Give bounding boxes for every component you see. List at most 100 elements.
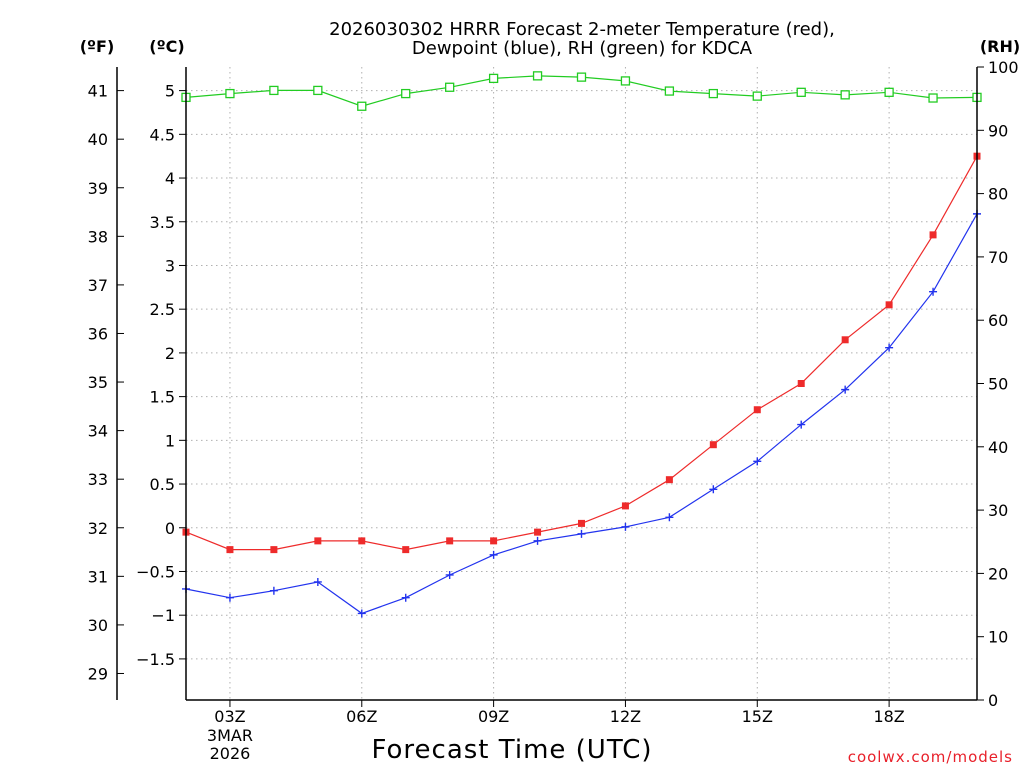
fahrenheit-tick-label: 35 (88, 373, 108, 392)
rh-tick-label: 10 (988, 628, 1008, 647)
fahrenheit-tick-label: 29 (88, 664, 108, 683)
rh-tick-label: 30 (988, 501, 1008, 520)
rh-tick-label: 50 (988, 375, 1008, 394)
temperature-point (578, 519, 585, 527)
rh-point (884, 87, 894, 97)
celsius-tick-label: 4.5 (150, 125, 175, 144)
fahrenheit-tick-label: 31 (88, 567, 108, 586)
temperature-point (490, 537, 498, 545)
fahrenheit-tick-label: 40 (88, 130, 108, 149)
celsius-tick-label: 3 (165, 256, 175, 275)
fahrenheit-tick-label: 39 (88, 179, 108, 198)
x-tick-label: 09Z (478, 707, 509, 726)
dewpoint-point (797, 420, 806, 429)
fahrenheit-tick-label: 34 (88, 422, 108, 441)
x-tick-label: 15Z (742, 707, 773, 726)
chart-title-line-1: 2026030302 HRRR Forecast 2-meter Tempera… (329, 19, 835, 40)
fahrenheit-tick-label: 37 (88, 276, 108, 295)
dewpoint-point (929, 287, 938, 296)
rh-point (225, 88, 235, 99)
fahrenheit-tick-label: 30 (88, 616, 108, 635)
celsius-tick-label: 4 (165, 169, 175, 188)
rh-point (708, 88, 718, 99)
fahrenheit-tick-label: 33 (88, 470, 108, 489)
temperature-point (665, 476, 673, 484)
fahrenheit-tick-label: 38 (88, 227, 108, 246)
temperature-point (314, 537, 322, 545)
dewpoint-point (313, 577, 322, 586)
rh-point (928, 93, 938, 103)
dewpoint-point (709, 485, 718, 494)
rh-tick-label: 0 (988, 691, 998, 710)
temperature-point (929, 231, 937, 239)
temperature-point (270, 546, 278, 554)
temperature-point (621, 502, 629, 510)
fahrenheit-tick-label: 41 (88, 82, 108, 101)
celsius-unit-label: (ºC) (149, 37, 184, 56)
temperature-point (534, 528, 542, 536)
rh-point (840, 90, 850, 100)
dewpoint-point (885, 343, 894, 352)
celsius-tick-label: 1 (165, 431, 175, 450)
dewpoint-line (185, 213, 978, 615)
rh-point (620, 76, 631, 86)
celsius-tick-label: 2.5 (150, 300, 175, 319)
rh-tick-label: 60 (988, 311, 1008, 330)
celsius-tick-label: −1 (151, 606, 175, 625)
x-tick-sublabel: 3MAR (207, 726, 253, 745)
grid-lines (186, 67, 977, 700)
dewpoint-point (621, 522, 630, 531)
credit-label: coolwx.com/models (848, 748, 1013, 766)
celsius-tick-label: −1.5 (136, 650, 175, 669)
celsius-tick-label: 0 (165, 519, 175, 538)
dewpoint-point (753, 457, 762, 466)
dewpoint-point (225, 593, 234, 602)
celsius-tick-label: −0.5 (136, 562, 175, 581)
rh-tick-label: 70 (988, 248, 1008, 267)
x-tick-label: 06Z (346, 707, 377, 726)
dewpoint-point (533, 536, 542, 545)
rh-point (752, 91, 762, 101)
celsius-tick-label: 3.5 (150, 213, 175, 232)
rh-tick-label: 80 (988, 185, 1008, 204)
dewpoint-point (357, 609, 366, 618)
temperature-point (358, 537, 366, 545)
chart-title-line-2: Dewpoint (blue), RH (green) for KDCA (412, 38, 753, 59)
labels-layer: 2026030302 HRRR Forecast 2-meter Tempera… (80, 19, 1020, 766)
temperature-point (446, 537, 454, 545)
temperature-point (709, 441, 717, 449)
rh-point (357, 101, 367, 111)
celsius-tick-label: 2 (165, 344, 175, 363)
rh-point (532, 71, 543, 81)
rh-tick-label: 20 (988, 564, 1008, 583)
rh-unit-label: (RH) (980, 37, 1020, 56)
rh-tick-label: 40 (988, 438, 1008, 457)
dewpoint-point (841, 385, 850, 394)
rh-point (269, 85, 279, 96)
dewpoint-point (445, 570, 454, 579)
temperature-point (797, 380, 805, 387)
x-tick-label: 03Z (214, 707, 245, 726)
axes-layer: −1.5 −1 −0.5 0 0.5 1 1.5 2 2.5 3 3.5 4 4.5 5 29 30 31 32 3… (88, 58, 1019, 763)
x-tick-label: 18Z (873, 707, 904, 726)
fahrenheit-tick-label: 32 (88, 519, 108, 538)
fahrenheit-unit-label: (ºF) (80, 37, 115, 56)
x-tick-sublabel: 2026 (210, 744, 251, 763)
rh-point (401, 88, 411, 99)
temperature-point (841, 336, 849, 344)
x-axis-label: Forecast Time (UTC) (371, 735, 652, 765)
temperature-point (753, 406, 761, 414)
celsius-tick-label: 0.5 (150, 475, 175, 494)
rh-point (796, 87, 806, 97)
temperature-point (402, 546, 410, 554)
fahrenheit-tick-label: 36 (88, 324, 108, 343)
dewpoint-point (577, 529, 586, 538)
series-layer (181, 71, 982, 618)
dewpoint-point (401, 593, 410, 602)
temperature-point (885, 301, 893, 309)
celsius-tick-label: 1.5 (150, 388, 175, 407)
rh-point (313, 85, 323, 96)
celsius-tick-label: 5 (165, 82, 175, 101)
dewpoint-point (665, 513, 674, 522)
